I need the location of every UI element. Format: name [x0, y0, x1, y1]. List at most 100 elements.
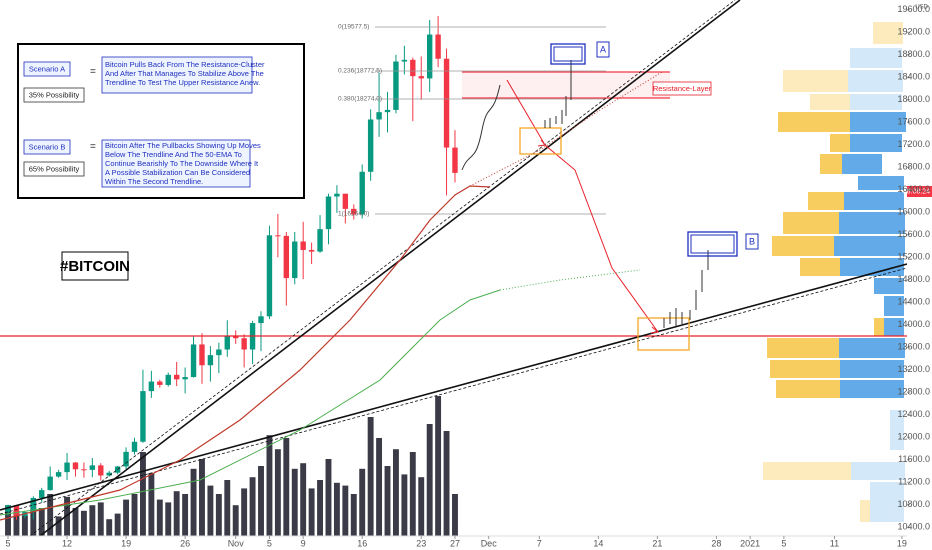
candle-body	[384, 109, 391, 113]
arrow-head	[650, 326, 660, 334]
candle-body	[376, 112, 382, 120]
fib-label: 0(19577.5)	[338, 24, 369, 31]
price-axis	[907, 0, 932, 550]
volume-bar	[224, 480, 231, 536]
target-box-b	[690, 234, 735, 254]
currency: USD	[915, 5, 928, 11]
candle-body	[13, 505, 20, 516]
volume-bar	[190, 468, 197, 536]
candle-body	[401, 59, 408, 62]
scenario-b-prob: 65% Possibility	[29, 164, 80, 173]
scenario-line: Below The Trendline And The 50-EMA To	[105, 150, 242, 159]
candle-body	[106, 472, 112, 476]
scenario-line: Bitcoin Pulls Back From The Resistance-C…	[105, 60, 265, 69]
volume-bar	[173, 491, 180, 536]
x-tick-label: 5	[781, 538, 786, 548]
volume-bar	[376, 438, 383, 536]
x-tick-label: 7	[537, 538, 542, 548]
candle-body	[207, 355, 214, 366]
x-tick-label: 19	[897, 538, 907, 548]
x-tick-label: 19	[121, 538, 131, 548]
volume-bar	[359, 468, 366, 536]
x-tick-label: 16	[357, 538, 367, 548]
candle-body	[47, 476, 53, 491]
candle-body	[216, 349, 222, 356]
y-tick-label: 11200.0	[898, 477, 930, 487]
x-tick-label: Nov	[228, 538, 245, 548]
volume-bar	[114, 513, 121, 536]
candle-body	[334, 193, 340, 197]
prob-box	[23, 87, 85, 103]
volume-bar	[13, 510, 20, 536]
projected-bars	[544, 60, 572, 128]
volume-bar	[21, 515, 28, 536]
candle-body	[157, 381, 163, 385]
volume-bar	[443, 431, 450, 536]
scenario-a-box	[23, 61, 71, 77]
trendline	[39, 0, 741, 537]
volume-bar	[367, 417, 374, 536]
candle-body	[359, 171, 365, 215]
x-tick-label: 23	[416, 538, 426, 548]
volume-bar	[435, 396, 442, 536]
volume-bar	[123, 499, 130, 536]
y-tick-label: 14000.0	[897, 319, 930, 329]
candle-body	[300, 241, 306, 250]
scenario-line: Bitcoin After The Pullbacks Showing Up M…	[105, 141, 261, 150]
y-tick-label: 15600.0	[897, 229, 930, 239]
x-tick-label: 11	[830, 538, 839, 548]
volume-bar	[333, 482, 340, 536]
equals: =	[90, 142, 96, 153]
x-tick-label: 26	[180, 538, 190, 548]
fib-label: 0.380(18274.0)	[338, 96, 382, 103]
candle-body	[81, 469, 87, 471]
orange-box	[519, 127, 562, 155]
y-tick-label: 12000.0	[897, 432, 930, 442]
candle-body	[308, 249, 315, 252]
label-a: A	[600, 44, 606, 54]
y-tick-label: 14800.0	[897, 274, 930, 284]
scenario-b-box	[23, 139, 71, 155]
candle-body	[224, 335, 230, 350]
candle-body	[165, 374, 171, 385]
scenario-line: Within The Second Trendline.	[105, 177, 203, 186]
volume-bar	[182, 494, 189, 536]
candle-body	[148, 381, 155, 392]
scenario-line: Trendline To Test The Upper Resistance A…	[105, 78, 260, 87]
candle-body	[342, 193, 349, 209]
prob-box	[23, 161, 85, 177]
projection-a	[461, 84, 501, 171]
volume-profile	[763, 22, 906, 522]
volume-bar	[258, 466, 264, 536]
y-tick-label: 10400.0	[897, 522, 930, 532]
countdown-box	[907, 186, 932, 197]
y-tick-label: 18000.0	[897, 94, 930, 104]
x-tick-label: 21	[652, 538, 662, 548]
candle-body	[426, 34, 433, 79]
candle-body	[452, 147, 458, 173]
volume-bar	[207, 485, 214, 536]
y-tick-label: 16000.0	[897, 207, 930, 217]
ema-50-projection	[469, 71, 663, 187]
volume-bar	[55, 516, 62, 536]
volume-bar	[409, 452, 416, 536]
arrow-head	[537, 139, 546, 147]
volume-bar	[291, 468, 298, 536]
volume-bar	[342, 485, 349, 536]
volume-bar	[80, 510, 87, 536]
x-tick-label: 5	[267, 538, 272, 548]
trendline-dashed	[29, 0, 736, 537]
volume-bar	[401, 474, 408, 536]
target-box-b	[687, 231, 738, 257]
volume-bar	[317, 480, 323, 536]
candle-body	[325, 196, 332, 230]
volume-bar	[308, 488, 315, 536]
candle-body	[435, 34, 441, 59]
y-tick-label: 13600.0	[897, 342, 930, 352]
candle-body	[30, 497, 37, 513]
volume-bar	[426, 424, 433, 536]
candle-body	[317, 229, 323, 252]
resistance-label-box	[652, 81, 712, 96]
volume-bar	[165, 502, 172, 536]
